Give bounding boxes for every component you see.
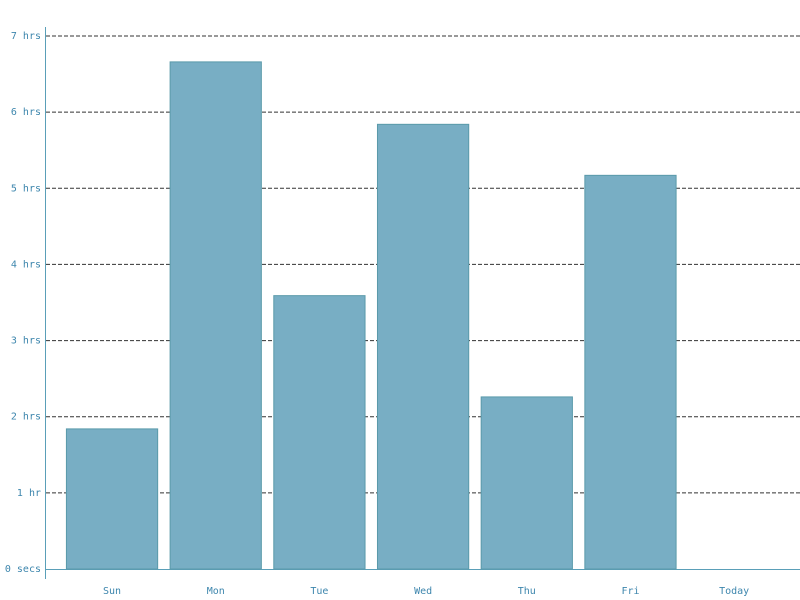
- x-tick-label: Fri: [621, 586, 639, 597]
- y-tick-label: 2 hrs: [11, 412, 41, 423]
- y-tick-label: 4 hrs: [11, 259, 41, 270]
- bar: [480, 396, 573, 570]
- x-tick-label: Mon: [207, 586, 225, 597]
- y-tick-label: 0 secs: [5, 564, 41, 575]
- x-tick-label: Today: [719, 586, 749, 597]
- bar: [169, 61, 262, 570]
- y-tick-label: 3 hrs: [11, 336, 41, 347]
- bar: [65, 428, 159, 570]
- bar: [273, 295, 366, 570]
- x-tick-label: Sun: [103, 586, 121, 597]
- y-tick-label: 1 hr: [17, 488, 41, 499]
- bar: [376, 123, 470, 570]
- x-tick-label: Thu: [518, 586, 536, 597]
- bar: [584, 174, 677, 570]
- x-tick-label: Tue: [310, 586, 328, 597]
- y-tick-label: 5 hrs: [11, 183, 41, 194]
- y-tick-label: 7 hrs: [11, 31, 41, 42]
- y-tick-label: 6 hrs: [11, 107, 41, 118]
- x-tick-label: Wed: [414, 586, 432, 597]
